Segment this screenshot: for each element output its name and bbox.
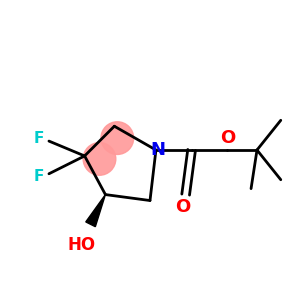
Text: O: O [220,129,235,147]
Polygon shape [86,195,105,227]
Circle shape [83,142,116,175]
Text: HO: HO [68,236,96,254]
Text: O: O [175,198,190,216]
Text: N: N [150,141,165,159]
Circle shape [101,122,134,154]
Text: F: F [34,169,44,184]
Text: F: F [34,130,44,146]
